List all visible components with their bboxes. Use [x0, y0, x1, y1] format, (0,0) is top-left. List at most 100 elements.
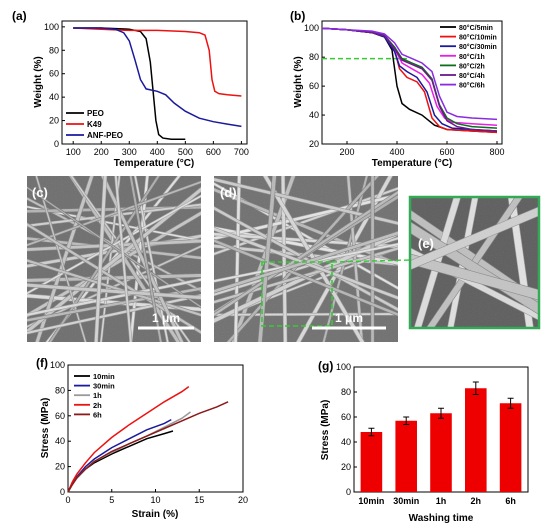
zoom-frame-e: [408, 195, 541, 330]
x-tick-label-a: 600: [206, 147, 221, 157]
x-tick-label-a: 200: [94, 147, 109, 157]
legend-label-f: 1h: [93, 391, 102, 400]
y-tick-label-a: 60: [49, 69, 59, 79]
x-tick-label-b: 800: [489, 147, 504, 157]
bar-2h: [465, 388, 487, 492]
series-line-a: [73, 27, 186, 141]
sem-image-e: (e): [408, 195, 541, 330]
panel-label-c: (c): [32, 185, 48, 200]
series-line-a: [73, 27, 242, 128]
x-tick-label-g: 30min: [393, 496, 419, 506]
ylabel-a: Weight (%): [33, 56, 44, 107]
x-tick-label-a: 100: [66, 147, 81, 157]
x-tick-label-f: 15: [194, 495, 204, 505]
zoom-region-d: [261, 261, 333, 327]
y-tick-label-f: 40: [55, 436, 65, 446]
y-tick-label-a: 0: [54, 139, 59, 149]
y-tick-label-g: 100: [336, 362, 351, 372]
x-tick-label-f: 20: [238, 495, 248, 505]
x-tick-label-a: 300: [122, 147, 137, 157]
x-tick-label-g: 6h: [505, 496, 516, 506]
axes-f: 0 5 10 15 20 0 20 40 60 80 100: [50, 360, 248, 505]
ylabel-g: Stress (MPa): [320, 400, 331, 461]
series-f: [67, 385, 229, 493]
legend-a: PEO K49 ANF-PEO: [66, 109, 123, 140]
y-tick-label-a: 40: [49, 92, 59, 102]
bars-g: [360, 381, 522, 492]
x-tick-label-g: 2h: [471, 496, 482, 506]
sem-texture-e: [410, 197, 539, 328]
legend-b: 80°C/5min80°C/10min80°C/30min80°C/1h80°C…: [440, 24, 497, 90]
bar-6h: [499, 403, 522, 492]
y-tick-label-g: 40: [341, 437, 351, 447]
panel-label-g: (g): [318, 359, 333, 373]
series-line-f: [67, 430, 174, 493]
legend-label-b: 80°C/4h: [459, 72, 485, 80]
xlabel-a: Temperature (°C): [114, 158, 195, 169]
series-line-f: [67, 418, 172, 493]
x-tick-label-b: 400: [389, 147, 404, 157]
panel-g: (g) 0 20 40 60 80 100 10min 30min 1h 2h 6h Washing…: [318, 359, 529, 524]
xlabel-f: Strain (%): [132, 509, 179, 520]
sem-texture-c: [27, 176, 201, 342]
y-tick-label-g: 80: [341, 387, 351, 397]
bar-10min: [360, 432, 383, 492]
x-tick-label-f: 5: [109, 495, 114, 505]
y-tick-label-g: 20: [341, 462, 351, 472]
panel-b: (b) 200 400 600 800 20 40 60 80 100 80°C/5min 80°…: [290, 9, 505, 169]
legend-label-f: 6h: [93, 410, 102, 419]
series-a: [73, 27, 242, 141]
legend-label-f: 10min: [93, 372, 115, 381]
x-tick-label-a: 500: [178, 147, 193, 157]
panel-label-b: (b): [290, 9, 305, 23]
legend-label-b: 80°C/30min: [459, 43, 497, 51]
x-tick-label-f: 0: [65, 495, 70, 505]
plot-frame-b: [321, 20, 503, 145]
bar-1h: [430, 413, 452, 492]
sem-image-c: (c) 1 μm: [27, 176, 201, 342]
y-tick-label-g: 60: [341, 412, 351, 422]
ylabel-b: Weight (%): [293, 56, 304, 107]
legend-label-b: 80°C/5min: [459, 24, 493, 32]
legend-label-a: ANF-PEO: [87, 131, 123, 140]
legend-label-b: 80°C/6h: [459, 82, 485, 90]
y-tick-label-g: 0: [346, 487, 351, 497]
series-line-b: [321, 27, 498, 132]
panel-label-a: (a): [12, 9, 27, 23]
sem-texture-d: [214, 176, 398, 342]
x-tick-label-a: 700: [234, 147, 249, 157]
panel-a: (a) 100 200 300 400 500 600 700 0 20 40 60 80 100 PE…: [12, 9, 249, 169]
x-tick-label-g: 1h: [436, 496, 447, 506]
x-tick-label-a: 400: [150, 147, 165, 157]
y-tick-label-b: 100: [304, 23, 319, 33]
zoom-connector: [331, 259, 411, 263]
y-tick-label-f: 20: [55, 462, 65, 472]
y-tick-label-b: 80: [309, 52, 319, 62]
y-tick-label-a: 20: [49, 116, 59, 126]
y-tick-label-b: 20: [309, 139, 319, 149]
x-tick-label-g: 10min: [358, 496, 384, 506]
y-tick-label-f: 0: [60, 487, 65, 497]
legend-label-a: K49: [87, 120, 102, 129]
y-tick-label-f: 100: [50, 360, 65, 370]
legend-label-b: 80°C/1h: [459, 53, 485, 61]
y-tick-label-a: 100: [44, 22, 59, 32]
y-tick-label-f: 60: [55, 411, 65, 421]
legend-label-b: 80°C/10min: [459, 34, 497, 42]
series-line-f: [67, 401, 229, 493]
legend-label-f: 2h: [93, 401, 102, 410]
sem-image-d: (d) 1 μm: [214, 176, 411, 342]
series-line-a: [73, 27, 242, 97]
x-tick-label-b: 600: [439, 147, 454, 157]
bar-30min: [395, 420, 417, 492]
ylabel-f: Stress (MPa): [40, 398, 51, 459]
legend-label-b: 80°C/2h: [459, 62, 485, 70]
plot-frame-a: [61, 20, 248, 145]
panel-label-d: (d): [220, 185, 237, 200]
legend-label-f: 30min: [93, 382, 115, 391]
y-tick-label-f: 80: [55, 385, 65, 395]
panel-label-f: (f): [36, 356, 48, 370]
scale-bar-label-c: 1 μm: [152, 311, 180, 325]
